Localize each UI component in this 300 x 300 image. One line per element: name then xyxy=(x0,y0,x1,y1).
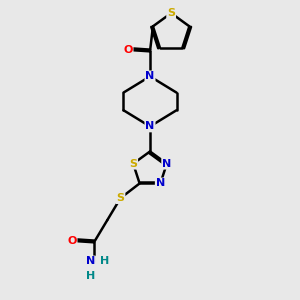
Text: N: N xyxy=(146,122,154,131)
Text: S: S xyxy=(116,193,124,203)
Text: N: N xyxy=(162,159,171,169)
Text: H: H xyxy=(100,256,109,266)
Text: N: N xyxy=(86,256,95,266)
Text: H: H xyxy=(86,271,95,281)
Text: N: N xyxy=(146,71,154,81)
Text: N: N xyxy=(156,178,165,188)
Text: S: S xyxy=(167,8,175,18)
Text: O: O xyxy=(123,45,133,55)
Text: O: O xyxy=(67,236,76,246)
Text: S: S xyxy=(129,159,137,169)
